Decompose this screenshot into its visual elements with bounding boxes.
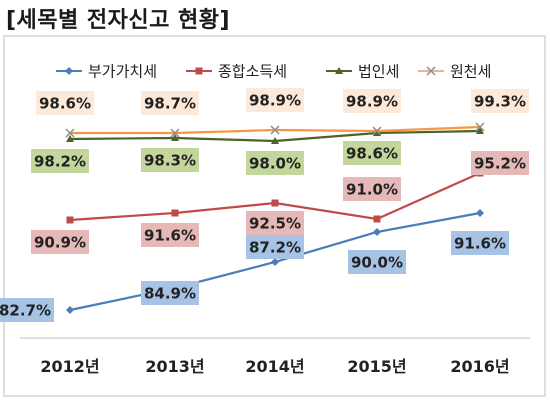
data-label-box xyxy=(0,298,54,322)
data-label: 98.3% xyxy=(144,152,196,170)
data-label-box xyxy=(246,88,304,112)
legend-label: 종합소득세 xyxy=(218,63,287,81)
data-point xyxy=(373,129,381,136)
data-label: 98.7% xyxy=(144,95,196,113)
series-2: 90.9% 91.6% 92.5% 91.0% 95.2% xyxy=(31,151,529,254)
data-label: 91.6% xyxy=(454,235,506,253)
data-label-box xyxy=(141,223,199,247)
data-label-box xyxy=(141,91,199,115)
chart-frame xyxy=(3,35,546,397)
data-label: 98.6% xyxy=(346,145,398,163)
series-1: 82.7% 84.9% 87.2% 90.0% 91.6% xyxy=(0,209,509,322)
data-label-box xyxy=(343,141,401,165)
data-label: 95.2% xyxy=(474,155,526,173)
legend-marker xyxy=(426,66,436,76)
data-label-box xyxy=(31,230,89,254)
data-label: 91.6% xyxy=(144,227,196,245)
data-point xyxy=(271,137,279,144)
data-point xyxy=(271,199,279,207)
x-tick-label: 2016년 xyxy=(450,357,509,376)
x-tick-label: 2013년 xyxy=(145,357,204,376)
data-label-box xyxy=(471,151,529,175)
legend-item: 종합소득세 xyxy=(186,63,287,81)
data-label-box xyxy=(343,89,401,113)
data-point xyxy=(171,134,179,141)
legend-item: 원천세 xyxy=(418,63,491,81)
data-label: 87.2% xyxy=(249,239,301,257)
data-label-box xyxy=(343,177,401,201)
data-label-box xyxy=(36,91,94,115)
data-label: 98.2% xyxy=(34,153,86,171)
data-point xyxy=(373,228,381,236)
data-label-box xyxy=(246,151,304,175)
data-label: 91.0% xyxy=(346,181,398,199)
data-label-box xyxy=(31,149,89,173)
legend-item: 법인세 xyxy=(326,63,399,81)
data-label-box xyxy=(141,148,199,172)
data-label: 99.3% xyxy=(474,93,526,111)
data-label-box xyxy=(246,211,304,235)
data-point xyxy=(65,128,75,138)
data-point xyxy=(270,125,280,135)
data-point xyxy=(66,216,74,224)
data-point xyxy=(271,258,279,266)
data-point xyxy=(66,306,74,314)
legend-marker xyxy=(335,67,343,74)
data-point xyxy=(476,127,484,134)
data-label-box xyxy=(348,250,406,274)
data-label: 92.5% xyxy=(249,215,301,233)
x-tick-label: 2012년 xyxy=(40,357,99,376)
data-label: 90.9% xyxy=(34,234,86,252)
data-point xyxy=(476,209,484,217)
legend-label: 부가가치세 xyxy=(88,63,157,81)
legend-label: 법인세 xyxy=(358,63,399,81)
data-point xyxy=(170,128,180,138)
chart-title: [세목별 전자신고 현황] xyxy=(6,8,231,33)
data-point xyxy=(372,126,382,136)
data-point xyxy=(475,122,485,132)
data-label: 82.7% xyxy=(0,302,51,320)
data-label: 98.6% xyxy=(39,95,91,113)
x-tick-label: 2015년 xyxy=(347,357,406,376)
data-label-box xyxy=(141,281,199,305)
data-label: 98.9% xyxy=(249,92,301,110)
series-4: 98.6% 98.7% 98.9% 98.9% 99.3% xyxy=(36,88,529,138)
data-label: 98.9% xyxy=(346,93,398,111)
x-tick-label: 2014년 xyxy=(245,357,304,376)
legend-marker xyxy=(195,67,203,75)
data-point xyxy=(66,135,74,142)
data-label-box xyxy=(451,231,509,255)
data-point xyxy=(373,215,381,223)
data-point xyxy=(171,209,179,217)
data-label: 90.0% xyxy=(351,254,403,272)
data-label-box xyxy=(246,235,304,259)
legend-item: 부가가치세 xyxy=(56,63,157,81)
data-label-box xyxy=(471,89,529,113)
legend-label: 원천세 xyxy=(450,63,491,81)
data-label: 98.0% xyxy=(249,155,301,173)
data-label: 84.9% xyxy=(144,285,196,303)
legend-marker xyxy=(65,67,73,75)
